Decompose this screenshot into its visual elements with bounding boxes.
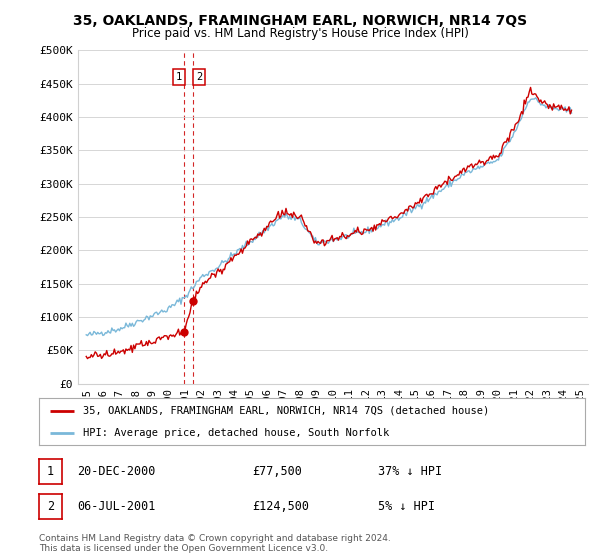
Text: Price paid vs. HM Land Registry's House Price Index (HPI): Price paid vs. HM Land Registry's House … [131,27,469,40]
Text: 35, OAKLANDS, FRAMINGHAM EARL, NORWICH, NR14 7QS: 35, OAKLANDS, FRAMINGHAM EARL, NORWICH, … [73,14,527,28]
Text: £77,500: £77,500 [252,465,302,478]
Text: 5% ↓ HPI: 5% ↓ HPI [378,500,435,513]
Text: 20-DEC-2000: 20-DEC-2000 [77,465,155,478]
Text: 2: 2 [47,500,54,513]
Text: 06-JUL-2001: 06-JUL-2001 [77,500,155,513]
Text: 1: 1 [47,465,54,478]
Text: 1: 1 [176,72,182,82]
Text: 2: 2 [196,72,202,82]
Text: Contains HM Land Registry data © Crown copyright and database right 2024.
This d: Contains HM Land Registry data © Crown c… [39,534,391,553]
Text: 37% ↓ HPI: 37% ↓ HPI [378,465,442,478]
Text: £124,500: £124,500 [252,500,309,513]
Text: HPI: Average price, detached house, South Norfolk: HPI: Average price, detached house, Sout… [83,428,389,438]
Text: 35, OAKLANDS, FRAMINGHAM EARL, NORWICH, NR14 7QS (detached house): 35, OAKLANDS, FRAMINGHAM EARL, NORWICH, … [83,406,489,416]
